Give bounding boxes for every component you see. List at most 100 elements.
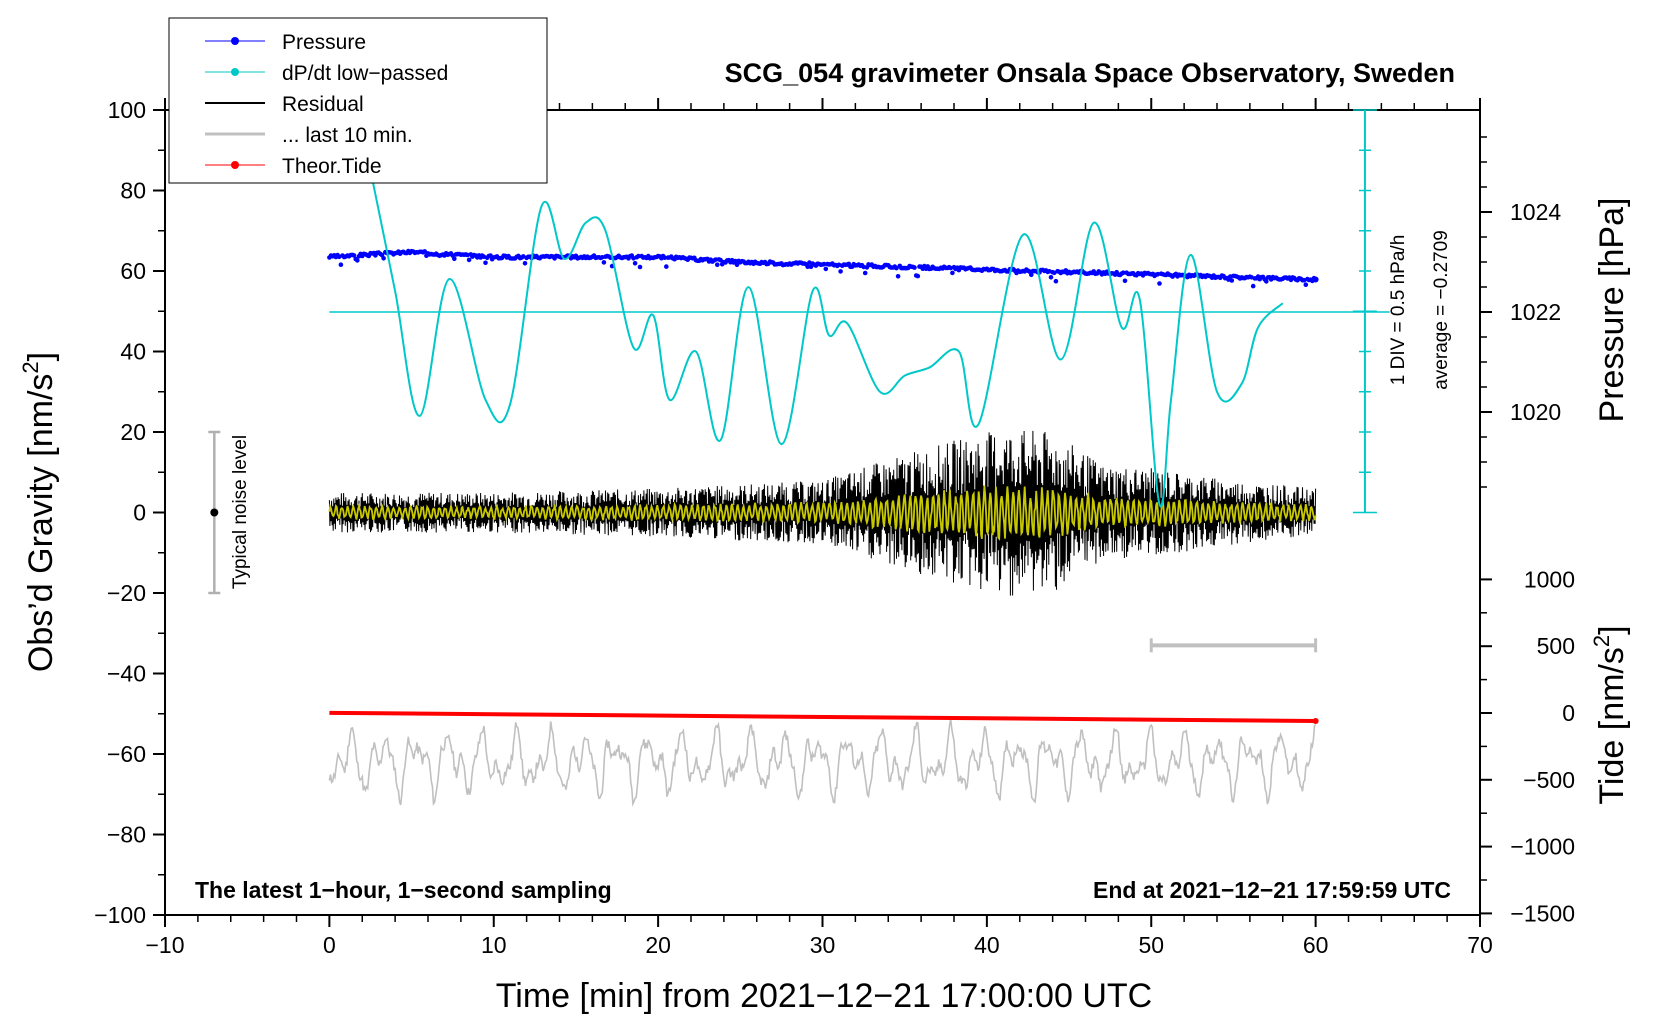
- y-tick-label: 40: [120, 339, 146, 365]
- legend-item-dp-dt-low-passed-marker: [231, 68, 239, 76]
- pressure-tick-label: 1024: [1510, 199, 1561, 225]
- tide-tick-label: −1000: [1510, 834, 1575, 860]
- pressure-point: [950, 270, 955, 276]
- pressure-point: [862, 270, 868, 276]
- pressure-point: [452, 256, 457, 262]
- tide-axis-label-end: ]: [1593, 625, 1631, 634]
- pressure-point: [1053, 278, 1059, 284]
- tide-tick-label: 500: [1537, 633, 1575, 659]
- last-10-min-bar: [1149, 638, 1318, 653]
- dpdt-scale-label: 1 DIV = 0.5 hPa/h: [1388, 235, 1409, 386]
- y-tick-label: −80: [107, 822, 146, 848]
- legend-item-theor-tide-label: Theor.Tide: [282, 155, 382, 178]
- pressure-point: [1250, 283, 1256, 289]
- y-tick-label: 60: [120, 258, 146, 284]
- tide-tick-label: −1500: [1510, 900, 1575, 926]
- pressure-point: [636, 253, 641, 259]
- x-tick-label: 20: [645, 932, 671, 958]
- y-tick-label: 80: [120, 178, 146, 204]
- pressure-point: [838, 269, 843, 274]
- pressure-point: [662, 255, 667, 260]
- last-10-min-line: [328, 718, 1317, 807]
- tide-line: [329, 710, 1316, 724]
- y-axis-label: Obs’d Gravity [nm/s2]: [18, 352, 60, 672]
- note-end-time: End at 2021−12−21 17:59:59 UTC: [1093, 877, 1451, 903]
- pressure-point: [1122, 278, 1128, 284]
- pressure-tick-label: 1022: [1510, 299, 1561, 325]
- residual-series: [328, 430, 1317, 596]
- legend-item-theor-tide-marker: [231, 161, 239, 169]
- residual-line: [328, 430, 1317, 596]
- x-tick-label: 40: [974, 932, 1000, 958]
- pressure-point: [1157, 281, 1162, 286]
- pressure-point: [912, 265, 917, 270]
- pressure-point: [483, 260, 488, 266]
- pressure-tick-label: 1020: [1510, 399, 1561, 425]
- tide-axis-ticks: −1500 −1000 −500 0 500 1000: [1480, 566, 1575, 926]
- pressure-point: [632, 261, 638, 266]
- pressure-point: [718, 257, 723, 263]
- pressure-point: [734, 262, 740, 268]
- pressure-end-point: [1312, 276, 1319, 283]
- dpdt-average-label: average = −0.2709: [1431, 230, 1452, 390]
- y-tick-label: −20: [107, 580, 146, 606]
- tide-axis-label-sup: 2: [1589, 635, 1614, 647]
- x-tick-label: −10: [145, 932, 184, 958]
- legend-item-pressure-label: Pressure: [282, 31, 366, 54]
- pressure-point: [805, 264, 810, 270]
- y-tick-label: −60: [107, 741, 146, 767]
- theor-tide-series: [329, 710, 1319, 725]
- pressure-point: [715, 262, 720, 268]
- x-tick-label: 30: [810, 932, 836, 958]
- y-tick-label: 0: [133, 500, 146, 526]
- y-axis-label-text: Obs’d Gravity [nm/s: [22, 374, 60, 673]
- pressure-point: [1029, 272, 1034, 278]
- dpdt-scale-bar: [1352, 109, 1377, 514]
- x-tick-label: 70: [1467, 932, 1493, 958]
- tide-tick-label: 1000: [1524, 566, 1575, 592]
- x-axis-label: Time [min] from 2021−12−21 17:00:00 UTC: [496, 977, 1152, 1015]
- pressure-point: [915, 273, 921, 279]
- x-tick-label: 0: [323, 932, 336, 958]
- pressure-point: [821, 261, 827, 267]
- y-tick-label: 100: [108, 97, 146, 123]
- pressure-point: [466, 257, 472, 263]
- pressure-point: [894, 265, 899, 271]
- tide-end-point: [1312, 718, 1319, 725]
- legend-items: Pressure dP/dt low−passed Residual ... last…: [205, 31, 448, 178]
- pressure-point: [1303, 282, 1309, 288]
- dpdt-series: [369, 170, 1284, 508]
- y-axis-label-end: ]: [22, 352, 60, 361]
- pressure-point: [338, 262, 344, 268]
- dpdt-line: [369, 170, 1284, 508]
- pressure-point: [733, 258, 738, 264]
- pressure-point: [422, 249, 428, 254]
- pressure-point: [895, 274, 901, 279]
- x-tick-label: 50: [1138, 932, 1164, 958]
- noise-level-label: Typical noise level: [230, 435, 251, 589]
- pressure-point: [1048, 275, 1054, 280]
- noise-center-dot: [210, 508, 219, 517]
- pressure-point: [637, 264, 643, 270]
- legend-box: [168, 17, 548, 184]
- note-sampling: The latest 1−hour, 1−second sampling: [195, 877, 612, 903]
- tide-tick-label: −500: [1523, 767, 1575, 793]
- pressure-axis-ticks: 1020 1022 1024: [1480, 136, 1561, 488]
- y-tick-label: −100: [94, 902, 146, 928]
- y-axis-label-sup: 2: [18, 361, 43, 373]
- last-10-min-series: [328, 718, 1317, 807]
- pressure-point: [522, 261, 528, 266]
- x-axis-ticks: −10 0 10 20 30 40 50 60 70: [145, 98, 1493, 958]
- pressure-point: [823, 266, 829, 272]
- y-axis-ticks: −100 −80 −60 −40 −20 0 20 40 60 80 100: [94, 97, 165, 928]
- legend-item-last-10-min-label: ... last 10 min.: [282, 124, 413, 147]
- y-tick-label: −40: [107, 661, 146, 687]
- legend-item-pressure-marker: [231, 37, 239, 45]
- legend-item-residual-label: Residual: [282, 93, 364, 116]
- y-tick-label: 20: [120, 419, 146, 445]
- noise-level-marker: [208, 430, 221, 595]
- residual-smoothed-series: [328, 485, 1317, 541]
- legend: Pressure dP/dt low−passed Residual ... last…: [168, 17, 548, 184]
- pressure-axis-label: Pressure [hPa]: [1593, 198, 1631, 423]
